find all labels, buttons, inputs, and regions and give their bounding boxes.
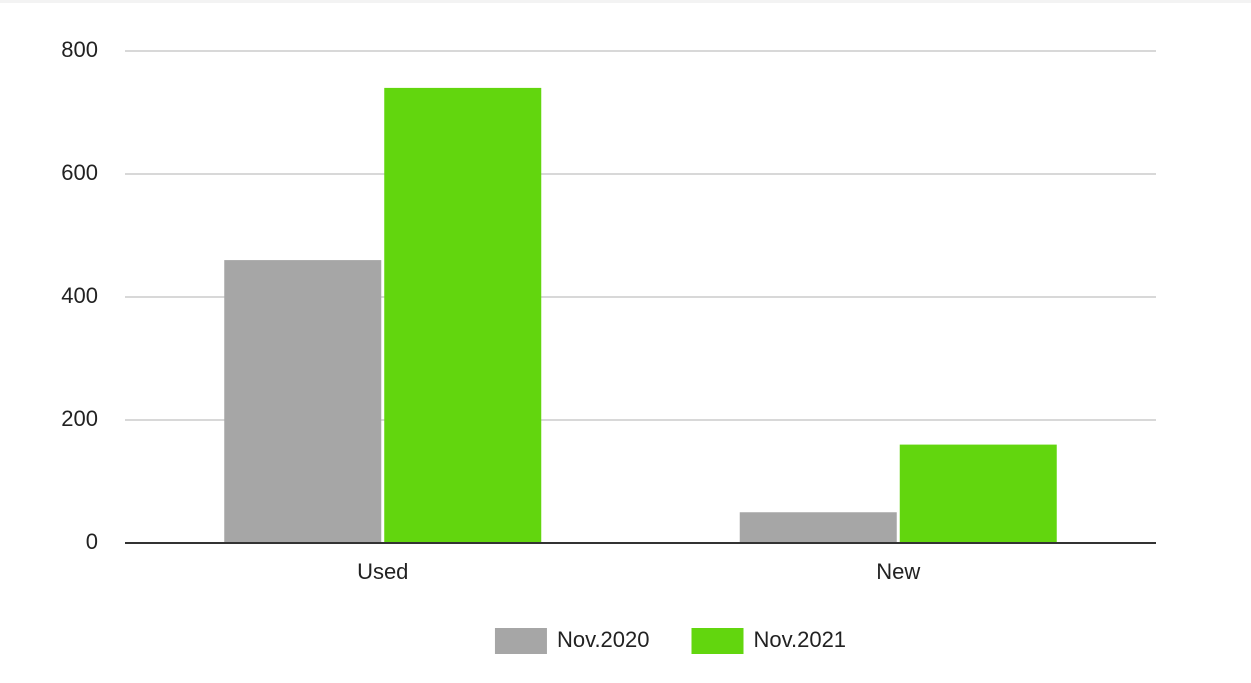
x-tick-label: New: [876, 559, 920, 584]
y-tick-label: 200: [61, 406, 98, 431]
bar: [739, 512, 897, 543]
y-tick-label: 600: [61, 160, 98, 185]
legend-swatch: [691, 628, 744, 654]
legend-label: Nov.2020: [557, 627, 650, 652]
legend-swatch: [494, 628, 547, 654]
y-tick-label: 0: [86, 529, 98, 554]
legend-label: Nov.2021: [754, 627, 847, 652]
top-border: [0, 0, 1251, 3]
bar: [224, 260, 382, 543]
y-tick-label: 400: [61, 283, 98, 308]
x-tick-label: Used: [357, 559, 408, 584]
y-tick-label: 800: [61, 37, 98, 62]
bar: [384, 87, 542, 544]
bar: [899, 444, 1057, 543]
